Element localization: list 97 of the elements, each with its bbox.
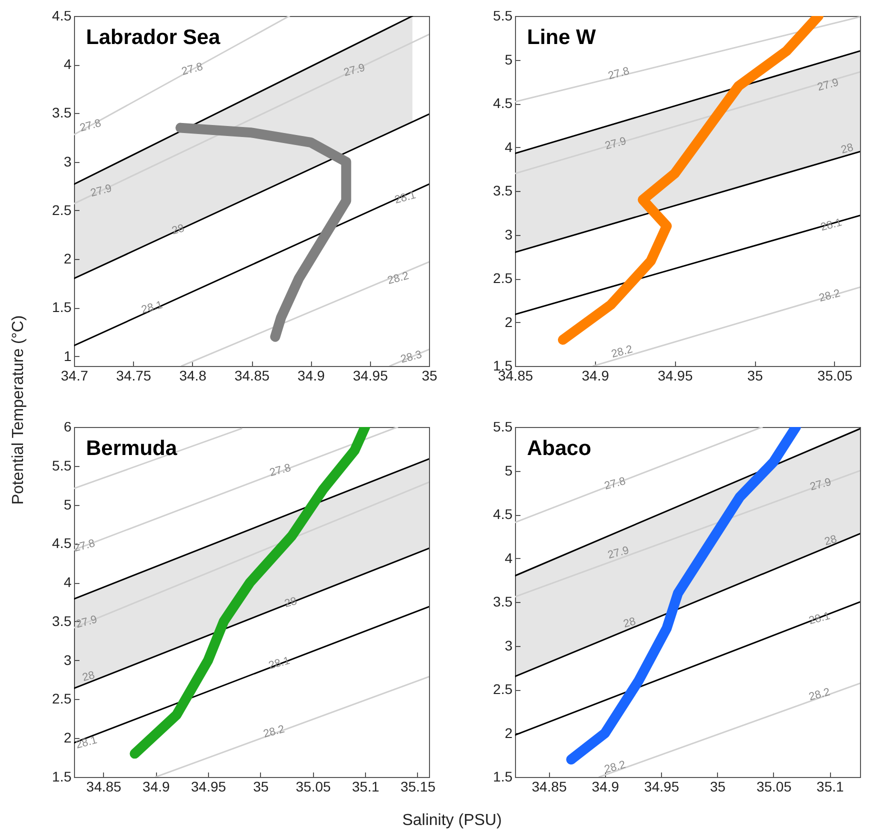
annotation: 28 xyxy=(81,669,96,684)
y-tick-label: 1.5 xyxy=(52,299,72,316)
chart-title: Labrador Sea xyxy=(86,26,221,49)
y-tick-label: 2.5 xyxy=(493,270,513,286)
x-tick-label: 34.8 xyxy=(179,368,207,384)
annotation: 28.2 xyxy=(808,686,832,704)
x-tick-label: 34.9 xyxy=(582,368,610,384)
annotation: 28 xyxy=(840,142,855,156)
y-tick-label: 4 xyxy=(504,138,513,155)
y-tick-label: 4.5 xyxy=(52,535,72,552)
annotation: 27.9 xyxy=(808,476,833,494)
y-tick-label: 1.5 xyxy=(493,768,513,784)
x-tick-label: 34.9 xyxy=(592,778,620,794)
y-tick-label: 3.5 xyxy=(493,182,513,198)
y-tick-label: 2 xyxy=(504,314,513,330)
chart-title: Abaco xyxy=(527,437,592,460)
x-tick-label: 34.95 xyxy=(658,368,693,384)
x-axis-title: Salinity (PSU) xyxy=(402,812,502,830)
annotation: 27.8 xyxy=(603,475,627,492)
annotation: 28.2 xyxy=(603,758,627,776)
y-tick-label: 4.5 xyxy=(52,8,72,24)
annotation: 28.3 xyxy=(399,348,424,366)
annotation: 27.8 xyxy=(606,65,631,82)
chart-title: Bermuda xyxy=(86,437,178,460)
annotation: 27.8 xyxy=(180,60,204,78)
annotation: 27.8 xyxy=(78,117,102,134)
annotation: 28.1 xyxy=(393,189,418,206)
y-tick-label: 5 xyxy=(504,51,513,68)
x-tick-label: 34.95 xyxy=(191,778,226,794)
y-tick-label: 1.5 xyxy=(52,768,72,784)
x-tick-label: 34.85 xyxy=(86,778,122,794)
y-axis-title: Potential Temperature (°C) xyxy=(10,315,28,505)
annotation: 27.9 xyxy=(606,544,630,562)
annotation: 27.9 xyxy=(604,135,628,152)
x-tick-label: 35.15 xyxy=(400,778,436,794)
x-tick-label: 35.05 xyxy=(817,368,853,384)
y-tick-label: 3 xyxy=(64,652,72,668)
x-tick-label: 34.9 xyxy=(142,778,170,794)
annotation: 28.1 xyxy=(819,216,844,234)
y-tick-label: 3 xyxy=(504,226,513,242)
y-tick-label: 1 xyxy=(64,348,72,364)
y-tick-label: 4 xyxy=(504,550,513,566)
y-tick-label: 4.5 xyxy=(493,95,513,111)
x-tick-label: 35.05 xyxy=(756,778,792,794)
y-tick-label: 3.5 xyxy=(493,594,513,610)
x-tick-label: 35 xyxy=(253,778,269,794)
annotation: 28 xyxy=(170,222,186,238)
annotation: 27.9 xyxy=(342,62,366,80)
annotation: 27.8 xyxy=(72,537,96,555)
y-tick-label: 3.5 xyxy=(52,104,72,121)
annotation: 28 xyxy=(823,533,838,548)
y-tick-label: 2.5 xyxy=(52,202,72,218)
y-tick-label: 2 xyxy=(64,730,72,746)
x-tick-label: 35.05 xyxy=(296,778,331,794)
y-tick-label: 3.5 xyxy=(52,612,72,629)
annotation: 28.2 xyxy=(386,270,410,288)
y-tick-label: 5 xyxy=(64,496,72,512)
y-tick-label: 6 xyxy=(64,418,72,434)
x-tick-label: 34.85 xyxy=(234,368,270,384)
y-tick-label: 4 xyxy=(64,56,72,72)
y-tick-label: 2.5 xyxy=(52,690,72,707)
annotation: 28.2 xyxy=(262,723,286,740)
y-tick-label: 3 xyxy=(504,637,513,654)
y-tick-label: 2 xyxy=(64,250,72,267)
annotation: 28 xyxy=(283,595,298,610)
y-tick-label: 5 xyxy=(504,462,513,478)
y-tick-label: 2.5 xyxy=(493,681,513,697)
x-tick-label: 35.1 xyxy=(816,778,844,794)
y-tick-label: 4.5 xyxy=(493,506,513,522)
annotation: 27.9 xyxy=(89,182,114,200)
y-tick-label: 5.5 xyxy=(52,457,72,474)
annotation: 28.1 xyxy=(74,734,98,752)
x-tick-label: 34.95 xyxy=(352,368,388,384)
annotation: 28.2 xyxy=(610,343,634,361)
x-tick-label: 34.7 xyxy=(60,368,88,384)
y-tick-label: 4 xyxy=(64,574,72,590)
annotation: 27.9 xyxy=(74,614,98,631)
chart-title: Line W xyxy=(527,26,596,49)
annotation: 28.2 xyxy=(818,287,842,305)
x-tick-label: 34.85 xyxy=(532,778,567,794)
annotation: 27.9 xyxy=(816,76,840,94)
annotation: 27.8 xyxy=(268,462,292,480)
x-tick-label: 35 xyxy=(710,778,726,794)
annotation: 28.1 xyxy=(808,610,832,628)
annotation: 28.1 xyxy=(267,654,292,672)
annotation: 28 xyxy=(622,616,638,630)
x-tick-label: 35 xyxy=(422,368,438,384)
x-tick-label: 34.95 xyxy=(644,778,680,794)
annotation: 28.1 xyxy=(140,299,164,316)
y-tick-label: 3 xyxy=(64,153,72,170)
x-tick-label: 35.1 xyxy=(352,778,380,794)
y-tick-label: 5.5 xyxy=(493,418,513,434)
x-tick-label: 34.9 xyxy=(298,368,326,384)
y-tick-label: 5.5 xyxy=(493,8,513,24)
x-tick-label: 35 xyxy=(747,368,764,384)
x-tick-label: 34.75 xyxy=(116,368,152,384)
y-tick-label: 2 xyxy=(504,724,513,741)
